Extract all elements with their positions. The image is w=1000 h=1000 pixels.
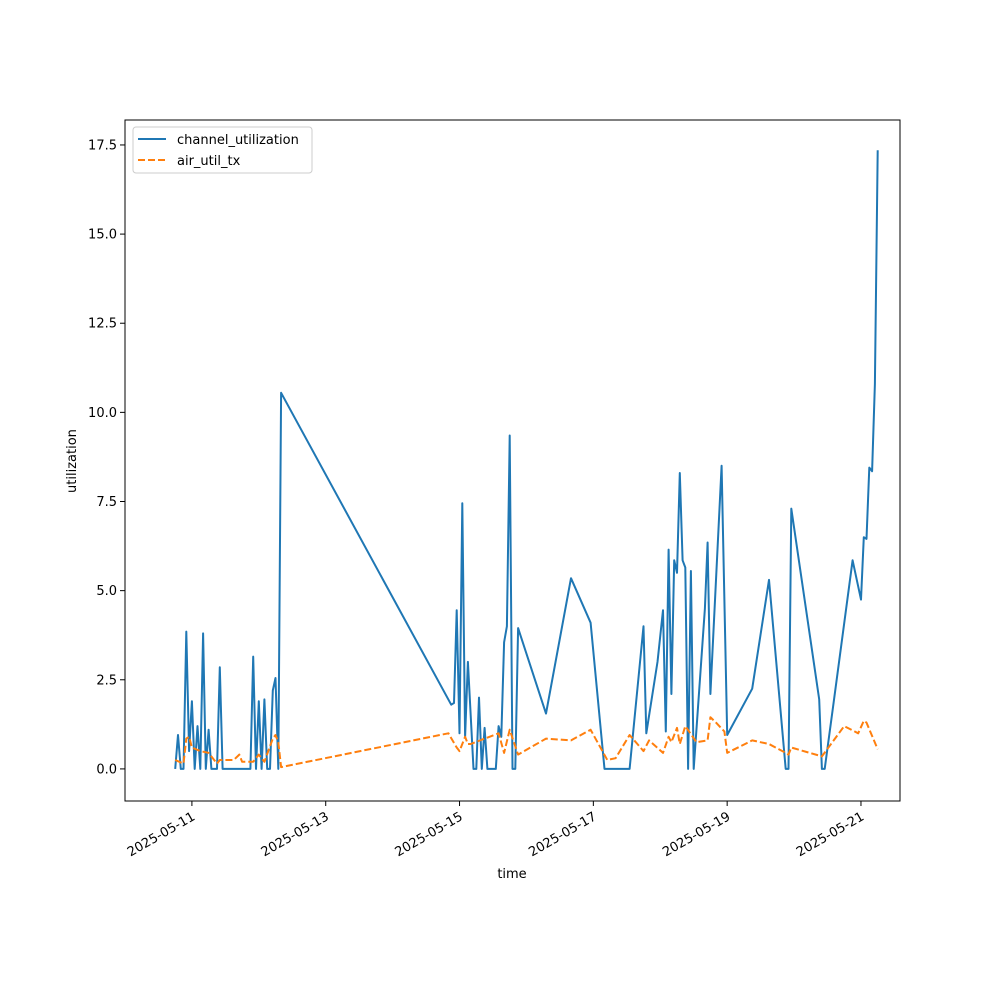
y-tick-label: 12.5 — [88, 317, 117, 332]
plot-area — [174, 150, 879, 770]
y-tick-label: 17.5 — [88, 138, 117, 153]
y-axis-label: utilization — [65, 429, 80, 493]
y-tick-label: 5.0 — [96, 584, 117, 599]
legend: channel_utilization air_util_tx — [132, 126, 313, 174]
y-tick-label: 0.0 — [96, 762, 117, 777]
legend-label-air-util-tx: air_util_tx — [177, 154, 241, 169]
y-tick-label: 10.0 — [88, 406, 117, 421]
y-tick-label: 15.0 — [88, 228, 117, 243]
x-axis-label: time — [497, 867, 526, 882]
y-axis: 0.0 2.5 5.0 7.5 10.0 12.5 15.0 17.5 — [88, 138, 125, 777]
y-tick-label: 7.5 — [96, 495, 117, 510]
series-line-air-util-tx — [174, 716, 879, 769]
series-line-channel-utilization — [174, 150, 879, 770]
y-tick-label: 2.5 — [96, 673, 117, 688]
legend-label-channel-utilization: channel_utilization — [177, 133, 299, 148]
axes-frame — [124, 119, 901, 802]
legend-box — [132, 126, 313, 174]
